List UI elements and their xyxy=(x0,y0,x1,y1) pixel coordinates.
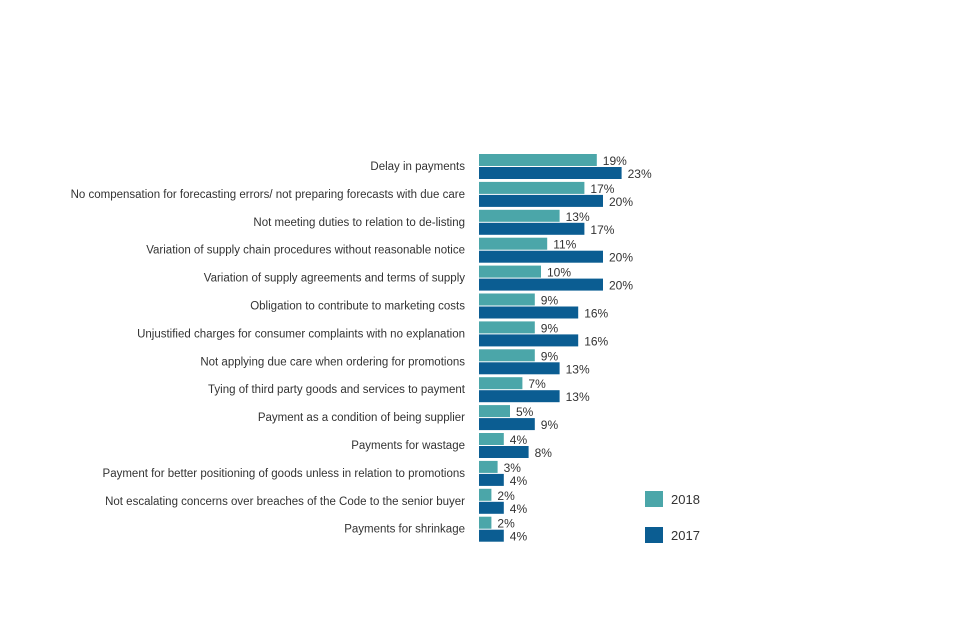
category-labels-group: Delay in payments No compensation for for… xyxy=(71,161,466,536)
bar-2017 xyxy=(479,390,560,403)
value-label-2017: 13% xyxy=(566,362,590,376)
bar-2018 xyxy=(479,405,510,418)
bar-2018 xyxy=(479,377,523,390)
value-label-2018: 3% xyxy=(504,461,522,475)
bar-2018 xyxy=(479,460,498,473)
bar-2017 xyxy=(479,222,585,235)
category-label: Payments for wastage xyxy=(351,440,465,452)
value-label-2017: 4% xyxy=(510,502,528,516)
value-label-2018: 11% xyxy=(553,238,576,252)
value-label-2017: 17% xyxy=(590,223,614,237)
bar-2017 xyxy=(479,529,504,542)
category-label: Not meeting duties to relation to de-lis… xyxy=(253,217,465,229)
value-labels-group: 19%23%17%20%13%17%11%20%10%20%9%16%9%16%… xyxy=(497,154,652,544)
bar-2018 xyxy=(479,516,492,529)
bar-2017 xyxy=(479,250,603,263)
bar-2018 xyxy=(479,209,560,222)
bar-2017 xyxy=(479,473,504,486)
bar-2017 xyxy=(479,418,535,431)
bar-2018 xyxy=(479,293,535,306)
value-label-2017: 20% xyxy=(609,279,633,293)
category-label: Variation of supply agreements and terms… xyxy=(204,273,465,285)
legend-swatch-2017 xyxy=(645,527,663,543)
bar-2018 xyxy=(479,321,535,334)
value-label-2017: 8% xyxy=(535,446,553,460)
value-label-2018: 10% xyxy=(547,266,571,280)
legend-swatch-2018 xyxy=(645,491,663,507)
value-label-2017: 23% xyxy=(628,167,652,181)
value-label-2017: 20% xyxy=(609,251,633,265)
value-label-2017: 16% xyxy=(584,307,608,321)
bar-2018 xyxy=(479,349,535,362)
value-label-2017: 20% xyxy=(609,195,633,209)
category-label: Unjustified charges for consumer complai… xyxy=(137,328,465,340)
bar-2018 xyxy=(479,181,585,194)
category-label: No compensation for forecasting errors/ … xyxy=(71,189,465,201)
value-label-2018: 13% xyxy=(566,210,590,224)
value-label-2017: 13% xyxy=(566,390,590,404)
legend-label-2018: 2018 xyxy=(671,492,700,507)
bar-2017 xyxy=(479,306,579,319)
category-label: Variation of supply chain procedures wit… xyxy=(146,245,465,257)
value-label-2018: 5% xyxy=(516,405,534,419)
value-label-2017: 4% xyxy=(510,474,528,488)
category-label: Payment for better positioning of goods … xyxy=(103,468,466,480)
category-label: Tying of third party goods and services … xyxy=(208,384,466,396)
value-label-2017: 4% xyxy=(510,530,528,544)
value-label-2018: 2% xyxy=(497,489,515,503)
bar-2018 xyxy=(479,154,597,166)
bar-2018 xyxy=(479,265,541,278)
category-label: Payments for shrinkage xyxy=(344,524,465,536)
value-label-2018: 9% xyxy=(541,294,559,308)
value-label-2018: 4% xyxy=(510,433,528,447)
category-label: Payment as a condition of being supplier xyxy=(258,412,465,424)
bars-group xyxy=(479,154,622,542)
value-label-2018: 9% xyxy=(541,321,559,335)
bar-2017 xyxy=(479,194,603,207)
legend: 2018 2017 xyxy=(645,491,700,543)
bar-2017 xyxy=(479,278,603,291)
value-label-2018: 7% xyxy=(528,377,546,391)
value-label-2017: 16% xyxy=(584,334,608,348)
bar-2017 xyxy=(479,334,579,347)
category-label: Delay in payments xyxy=(370,161,465,173)
bar-2018 xyxy=(479,433,504,445)
value-label-2018: 17% xyxy=(590,182,614,196)
bar-2017 xyxy=(479,501,504,514)
category-label: Not applying due care when ordering for … xyxy=(200,356,465,368)
bar-2017 xyxy=(479,446,529,458)
value-label-2018: 9% xyxy=(541,349,559,363)
value-label-2018: 2% xyxy=(497,517,515,531)
legend-label-2017: 2017 xyxy=(671,528,700,543)
value-label-2018: 19% xyxy=(603,154,627,168)
bar-2017 xyxy=(479,167,622,179)
value-label-2017: 9% xyxy=(541,418,559,432)
bar-2017 xyxy=(479,362,560,375)
category-label: Obligation to contribute to marketing co… xyxy=(250,301,465,313)
bar-2018 xyxy=(479,488,492,501)
category-label: Not escalating concerns over breaches of… xyxy=(105,496,465,508)
bar-2018 xyxy=(479,237,548,250)
